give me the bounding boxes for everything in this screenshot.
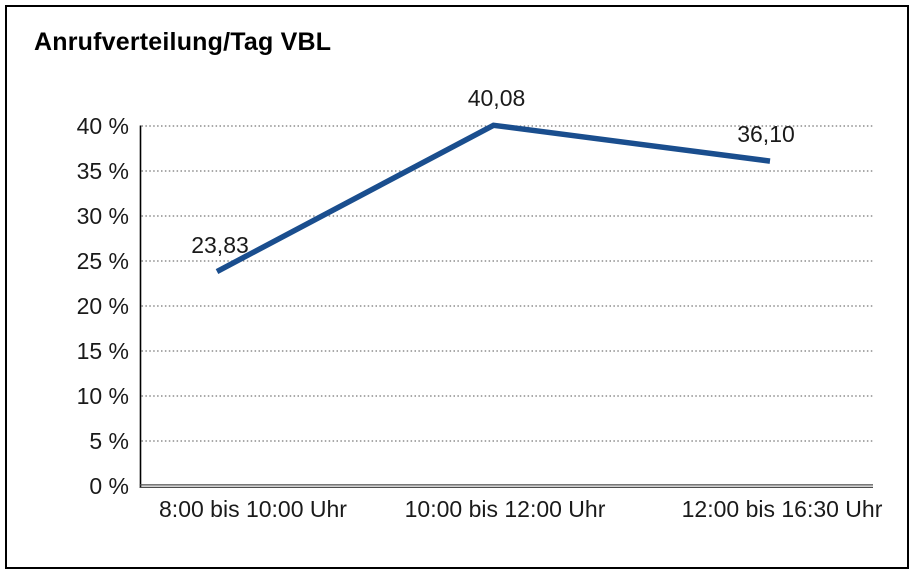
x-category-label: 12:00 bis 16:30 Uhr [681, 496, 883, 522]
data-label: 23,83 [191, 231, 249, 258]
y-tick-label: 30 % [76, 203, 129, 229]
chart-frame [5, 5, 909, 569]
y-tick-label: 20 % [76, 293, 129, 319]
x-category-label: 8:00 bis 10:00 Uhr [159, 496, 347, 522]
y-tick-label: 5 % [89, 428, 129, 454]
y-tick-label: 0 % [89, 473, 129, 499]
series-line [215, 122, 771, 274]
data-label: 36,10 [737, 121, 795, 148]
y-tick-label: 25 % [76, 248, 129, 274]
chart-title: Anrufverteilung/Tag VBL [34, 28, 332, 56]
y-tick-label: 40 % [76, 113, 129, 139]
y-tick-label: 15 % [76, 338, 129, 364]
y-tick-label: 10 % [76, 383, 129, 409]
data-label: 40,08 [467, 85, 526, 112]
y-tick-label: 35 % [76, 158, 129, 184]
x-category-label: 10:00 bis 12:00 Uhr [404, 496, 606, 522]
